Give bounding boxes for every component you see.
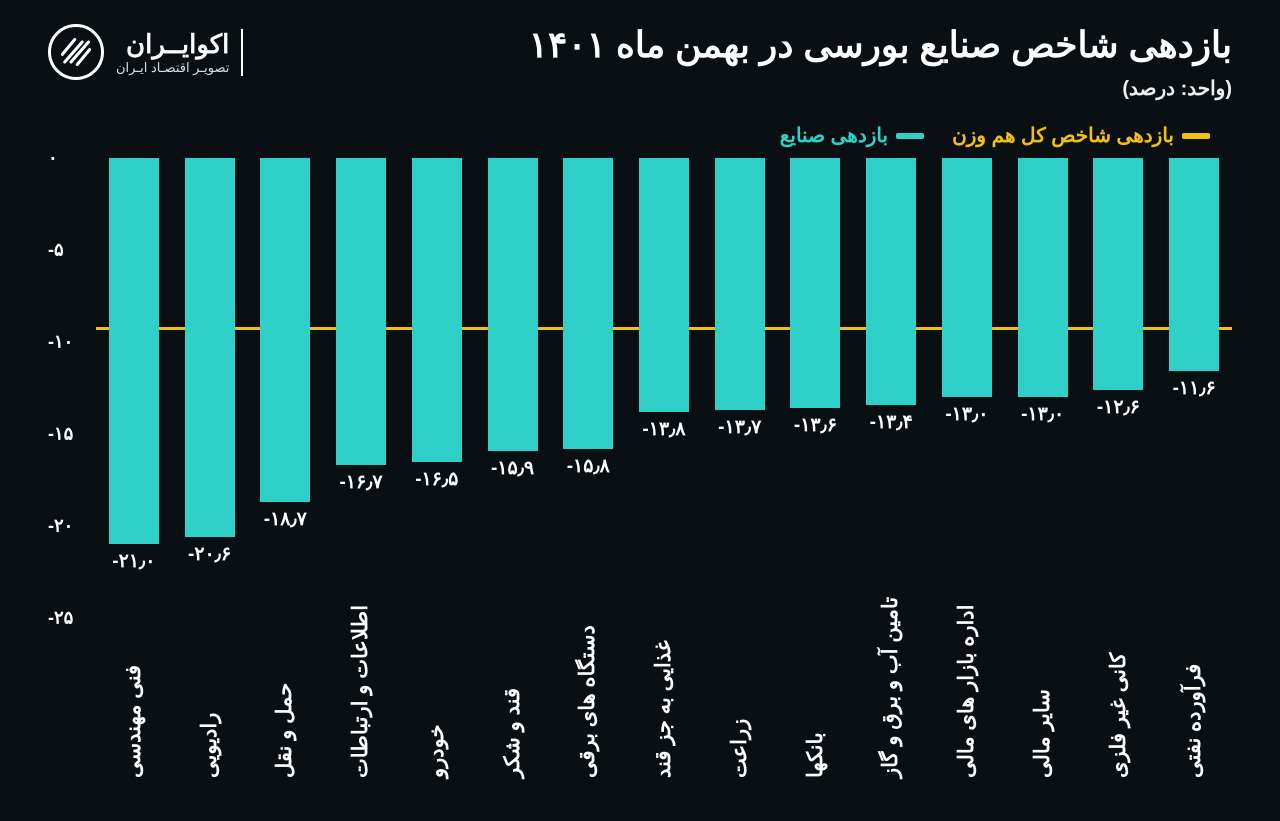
x-category-label: حمل و نقل <box>247 628 323 778</box>
bar <box>790 158 840 408</box>
bar-value-label: -۱۲٫۶ <box>1081 396 1157 419</box>
bar-slot: -۱۳٫۶ <box>778 158 854 618</box>
y-tick: -۱۰ <box>48 332 88 353</box>
x-category-label: اطلاعات و ارتباطات <box>323 628 399 778</box>
chart-title: بازدهی شاخص صنایع بورسی در بهمن ماه ۱۴۰۱ <box>529 24 1232 66</box>
bar-value-label: -۲۱٫۰ <box>96 550 172 573</box>
bar-value-label: -۱۳٫۰ <box>929 403 1005 426</box>
bars-container: -۱۱٫۶-۱۲٫۶-۱۳٫۰-۱۳٫۰-۱۳٫۴-۱۳٫۶-۱۳٫۷-۱۳٫۸… <box>96 158 1232 618</box>
bar-value-label: -۱۳٫۸ <box>626 418 702 441</box>
x-category-label: غذایی به جز قند <box>626 628 702 778</box>
bar-slot: -۱۵٫۸ <box>550 158 626 618</box>
bar-slot: -۱۱٫۶ <box>1156 158 1232 618</box>
x-category-label: خودرو <box>399 628 475 778</box>
bar <box>1169 158 1219 371</box>
bar-slot: -۱۳٫۰ <box>1005 158 1081 618</box>
bar <box>185 158 235 537</box>
x-category-label: فنی مهندسی <box>96 628 172 778</box>
bar-value-label: -۲۰٫۶ <box>172 543 248 566</box>
bar-slot: -۱۵٫۹ <box>475 158 551 618</box>
legend-bars-swatch <box>896 133 924 139</box>
legend-bars-label: بازدهی صنایع <box>780 123 888 148</box>
x-category-label: اداره بازار های مالی <box>929 628 1005 778</box>
bar-value-label: -۱۶٫۷ <box>323 471 399 494</box>
bar <box>336 158 386 465</box>
bar <box>412 158 462 462</box>
x-category-label: بانکها <box>778 628 854 778</box>
bar-slot: -۱۲٫۶ <box>1081 158 1157 618</box>
bar-value-label: -۱۸٫۷ <box>247 508 323 531</box>
x-category-label: سایر مالی <box>1005 628 1081 778</box>
x-category-label: قند و شکر <box>475 628 551 778</box>
bar-slot: -۱۳٫۷ <box>702 158 778 618</box>
bar <box>639 158 689 412</box>
bar-slot: -۱۳٫۰ <box>929 158 1005 618</box>
x-category-label: فرآورده نفتی <box>1156 628 1232 778</box>
legend-ref-swatch <box>1182 133 1210 139</box>
x-category-label: دستگاه های برقی <box>550 628 626 778</box>
chart-subtitle: (واحد: درصد) <box>529 76 1232 101</box>
bar-value-label: -۱۳٫۶ <box>778 414 854 437</box>
legend-ref-label: بازدهی شاخص کل هم وزن <box>952 123 1174 148</box>
bar-value-label: -۱۱٫۶ <box>1156 377 1232 400</box>
bar <box>942 158 992 397</box>
x-category-label: رادیویی <box>172 628 248 778</box>
bar <box>1018 158 1068 397</box>
bar <box>109 158 159 544</box>
bar-slot: -۱۳٫۴ <box>853 158 929 618</box>
brand-logo: اکوایــران تصویـر اقتصـاد ایـران <box>48 24 243 80</box>
bar <box>715 158 765 410</box>
bar <box>260 158 310 502</box>
y-tick: ۰ <box>48 148 88 169</box>
bar-slot: -۱۸٫۷ <box>247 158 323 618</box>
bar-value-label: -۱۶٫۵ <box>399 468 475 491</box>
bar-value-label: -۱۵٫۹ <box>475 457 551 480</box>
x-category-label: زراعت <box>702 628 778 778</box>
legend: بازدهی شاخص کل هم وزن بازدهی صنایع <box>0 109 1280 154</box>
bar <box>563 158 613 449</box>
bar-slot: -۱۳٫۸ <box>626 158 702 618</box>
x-category-label: تامین آب و برق و گاز <box>853 628 929 778</box>
chart: ۰-۵-۱۰-۱۵-۲۰-۲۵ -۱۱٫۶-۱۲٫۶-۱۳٫۰-۱۳٫۰-۱۳٫… <box>48 158 1232 778</box>
brand-name: اکوایــران <box>116 29 229 60</box>
bar <box>1093 158 1143 390</box>
bar-value-label: -۱۳٫۰ <box>1005 403 1081 426</box>
brand-text: اکوایــران تصویـر اقتصـاد ایـران <box>116 29 243 76</box>
legend-ref: بازدهی شاخص کل هم وزن <box>952 123 1210 148</box>
x-axis-labels: فرآورده نفتیکانی غیر فلزیسایر مالیاداره … <box>96 628 1232 778</box>
y-tick: -۵ <box>48 240 88 261</box>
y-tick: -۲۰ <box>48 516 88 537</box>
bar-slot: -۲۰٫۶ <box>172 158 248 618</box>
bar-slot: -۲۱٫۰ <box>96 158 172 618</box>
bar-slot: -۱۶٫۵ <box>399 158 475 618</box>
title-block: بازدهی شاخص صنایع بورسی در بهمن ماه ۱۴۰۱… <box>529 24 1232 101</box>
bar <box>488 158 538 451</box>
bar-value-label: -۱۵٫۸ <box>550 455 626 478</box>
bar-value-label: -۱۳٫۷ <box>702 416 778 439</box>
header: بازدهی شاخص صنایع بورسی در بهمن ماه ۱۴۰۱… <box>0 0 1280 109</box>
bar-value-label: -۱۳٫۴ <box>853 411 929 434</box>
brand-tagline: تصویـر اقتصـاد ایـران <box>116 60 229 76</box>
y-tick: -۲۵ <box>48 608 88 629</box>
y-tick: -۱۵ <box>48 424 88 445</box>
bar <box>866 158 916 405</box>
brand-icon <box>48 24 104 80</box>
bar-slot: -۱۶٫۷ <box>323 158 399 618</box>
plot-area: -۱۱٫۶-۱۲٫۶-۱۳٫۰-۱۳٫۰-۱۳٫۴-۱۳٫۶-۱۳٫۷-۱۳٫۸… <box>96 158 1232 618</box>
legend-bars: بازدهی صنایع <box>780 123 924 148</box>
y-axis: ۰-۵-۱۰-۱۵-۲۰-۲۵ <box>48 158 96 618</box>
x-category-label: کانی غیر فلزی <box>1081 628 1157 778</box>
